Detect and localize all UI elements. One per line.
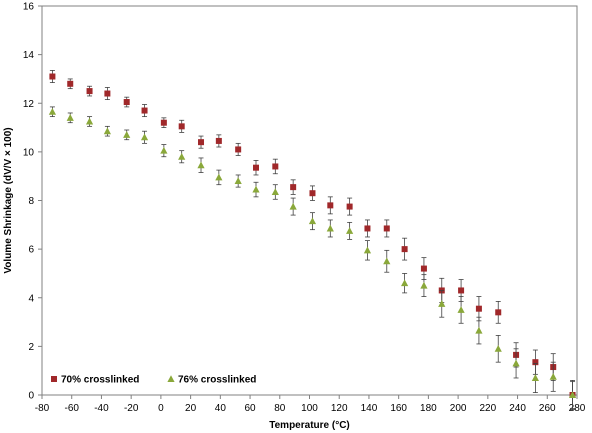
x-axis: -80 -60 -40 -20 0 20 40 60 80 100 120 140 160 180 200 2…: [35, 394, 586, 414]
data-point: [253, 164, 259, 171]
data-point: [66, 114, 74, 121]
data-point: [327, 202, 334, 209]
y-tick-label: 12: [23, 99, 35, 110]
y-tick-label: 16: [23, 2, 35, 13]
data-point: [197, 161, 205, 169]
y-tick-label: 6: [28, 245, 34, 256]
x-tick-label: -60: [64, 403, 79, 414]
data-point: [458, 287, 465, 294]
data-point: [326, 224, 334, 232]
data-point: [141, 107, 148, 114]
data-point: [123, 131, 131, 138]
data-point: [364, 225, 371, 232]
y-tick-label: 10: [23, 147, 35, 158]
legend-marker: [167, 375, 175, 382]
data-point: [160, 119, 167, 126]
legend: 70% crosslinked 76% crosslinked: [51, 375, 256, 386]
x-tick-label: 140: [361, 403, 378, 414]
x-tick-label: 200: [450, 403, 467, 414]
data-point: [140, 133, 149, 141]
legend-item: 76% crosslinked: [167, 375, 256, 386]
data-point: [346, 203, 353, 210]
data-series: [48, 70, 577, 410]
data-point: [235, 146, 242, 153]
x-tick-label: 120: [331, 403, 348, 414]
series-triangles: [48, 106, 577, 410]
data-point: [271, 188, 279, 195]
x-tick-label: 160: [390, 403, 407, 414]
legend-item: 70% crosslinked: [51, 375, 139, 386]
data-point: [383, 257, 391, 265]
x-tick-label: 20: [185, 403, 197, 414]
y-tick-label: 14: [23, 50, 35, 61]
data-point: [67, 80, 74, 87]
data-point: [308, 217, 317, 225]
data-point: [215, 173, 223, 181]
data-point: [475, 305, 482, 312]
y-tick-label: 8: [28, 196, 34, 207]
data-point: [178, 152, 186, 160]
data-point: [401, 246, 408, 253]
x-tick-label: 100: [301, 403, 318, 414]
data-point: [420, 265, 427, 272]
data-point: [49, 73, 56, 80]
data-point: [401, 279, 409, 287]
x-tick-label: -40: [94, 403, 109, 414]
data-point: [234, 177, 242, 185]
data-point: [272, 163, 279, 170]
data-point: [160, 146, 168, 154]
data-point: [383, 225, 390, 232]
data-point: [289, 202, 297, 210]
data-point: [475, 326, 483, 334]
x-tick-label: 220: [479, 403, 496, 414]
data-point: [215, 137, 222, 144]
data-point: [123, 99, 130, 106]
x-tick-label: 180: [420, 403, 437, 414]
data-point: [532, 359, 539, 366]
x-tick-label: 260: [539, 403, 556, 414]
data-point: [495, 309, 502, 316]
data-point: [178, 123, 185, 130]
data-point: [531, 374, 539, 381]
y-tick-label: 2: [28, 342, 34, 353]
data-point: [198, 139, 205, 146]
x-tick-label: 0: [158, 403, 164, 414]
data-point: [103, 127, 111, 135]
x-tick-label: 80: [274, 403, 286, 414]
data-point: [494, 345, 502, 352]
data-point: [309, 190, 316, 197]
legend-marker: [51, 376, 57, 382]
data-point: [48, 107, 57, 115]
data-point: [86, 88, 93, 95]
legend-label: 76% crosslinked: [178, 375, 256, 386]
legend-label: 70% crosslinked: [61, 375, 139, 386]
plot-area: [41, 5, 578, 396]
data-point: [438, 300, 446, 307]
data-point: [512, 359, 520, 367]
x-tick-label: -80: [35, 403, 50, 414]
data-point: [457, 306, 465, 313]
data-point: [85, 117, 94, 125]
data-point: [568, 391, 577, 398]
data-point: [346, 227, 354, 234]
y-tick-label: 0: [28, 391, 34, 402]
x-tick-label: 280: [569, 403, 586, 414]
x-tick-label: 40: [215, 403, 227, 414]
x-tick-label: 60: [244, 403, 256, 414]
x-tick-label: 240: [509, 403, 526, 414]
data-point: [549, 372, 557, 380]
x-tick-label: -20: [124, 403, 139, 414]
series-squares: [49, 70, 576, 409]
data-point: [290, 184, 297, 191]
plot-border: [41, 5, 578, 396]
data-point: [420, 281, 428, 289]
data-point: [252, 185, 260, 193]
y-axis-title: Volume Shrinkage (dV/V × 100): [3, 127, 14, 273]
y-tick-label: 4: [28, 293, 34, 304]
y-axis: 0 2 4 6 8 10 12 14 16: [23, 2, 43, 402]
x-axis-title: Temperature (°C): [269, 420, 350, 431]
data-point: [363, 246, 372, 254]
data-point: [104, 90, 111, 97]
